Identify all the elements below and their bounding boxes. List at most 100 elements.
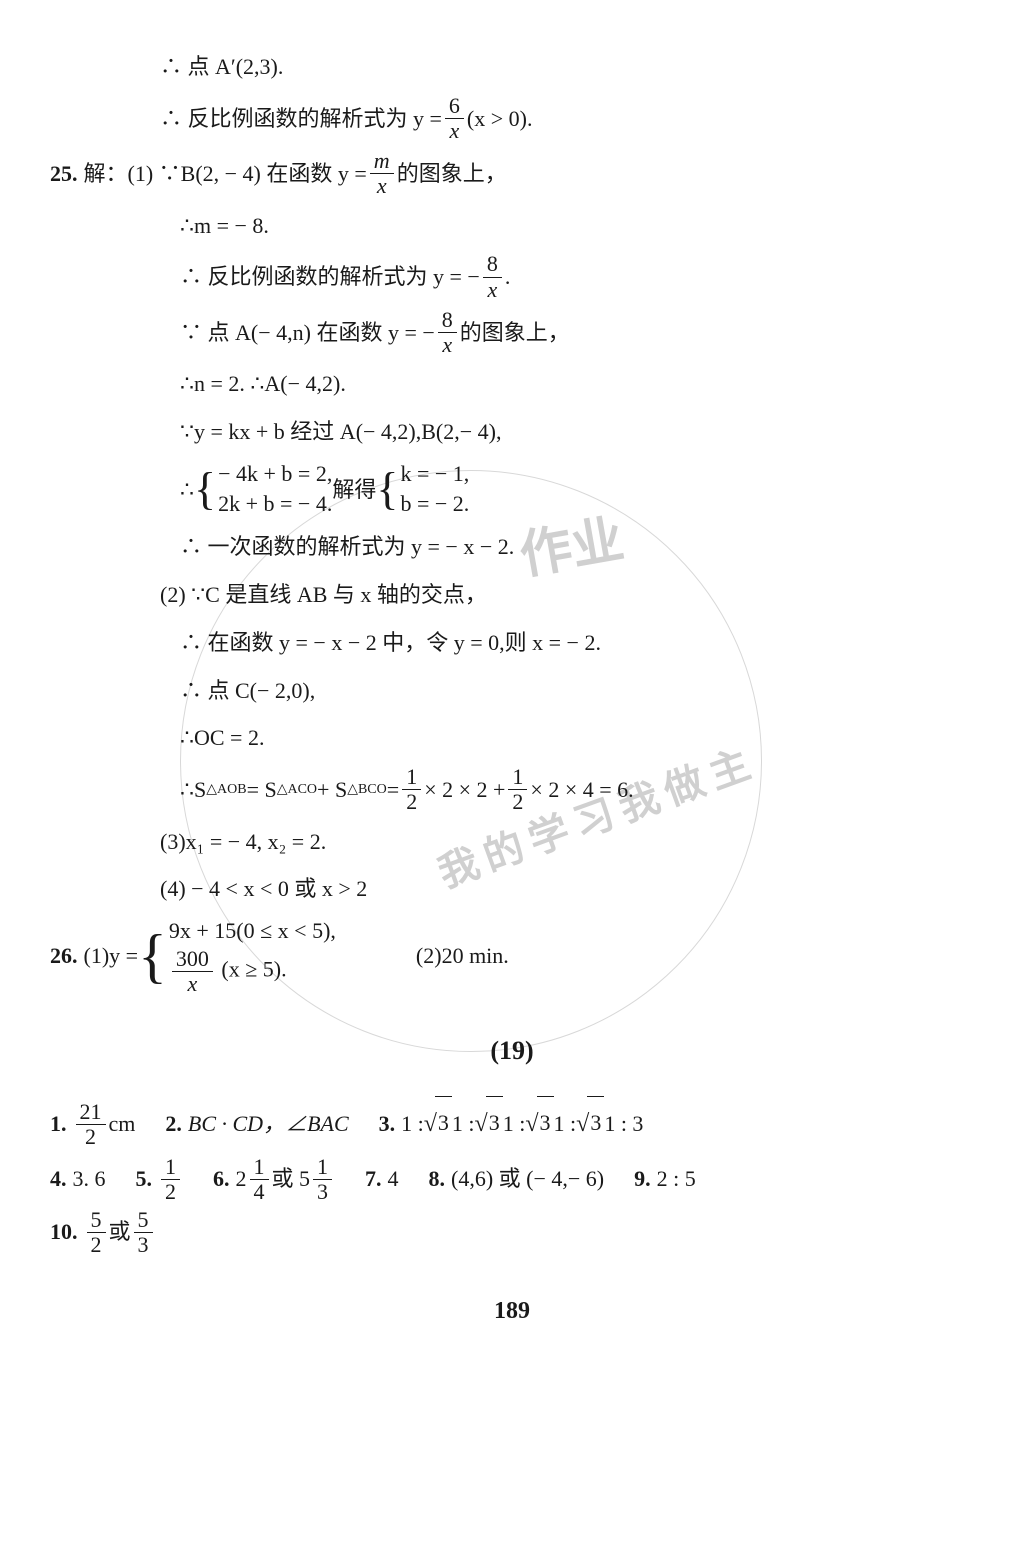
text: 或 — [109, 1206, 131, 1259]
text: = S — [247, 769, 277, 811]
eq-row: k = − 1, — [400, 459, 469, 490]
answer-5: 5. 1 2 — [136, 1153, 184, 1206]
text: 1 : — [554, 1098, 577, 1151]
text: (4) − 4 < x < 0 或 x > 2 — [160, 868, 367, 910]
text: + S — [317, 769, 347, 811]
text: 的图象上， — [460, 312, 570, 354]
left-brace-icon: { — [194, 466, 216, 512]
line-oc: ∴OC = 2. — [50, 717, 974, 759]
line-system: ∴ { − 4k + b = 2, 2k + b = − 4. 解得 { k =… — [50, 459, 974, 521]
text: ∵ 点 A(− 4,n) 在函数 y = − — [180, 312, 435, 354]
text: ∴S — [180, 769, 206, 811]
line-point-a: ∵ 点 A(− 4,n) 在函数 y = − 8 x 的图象上， — [50, 308, 974, 357]
text: × 2 × 4 = 6. — [530, 769, 633, 811]
fraction-half-1: 1 2 — [402, 765, 421, 814]
answers-row-3: 10. 5 2 或 5 3 — [50, 1206, 974, 1259]
text: (x > 0). — [467, 98, 533, 140]
text: ∴ — [180, 469, 194, 511]
line-solve-c: ∴ 在函数 y = − x − 2 中，令 y = 0,则 x = − 2. — [50, 622, 974, 664]
text: 1 : — [401, 1098, 424, 1151]
text: 1 : 3 — [604, 1098, 643, 1151]
line-area: ∴S △AOB = S △ACO + S △BCO = 1 2 × 2 × 2 … — [50, 765, 974, 814]
subscript: △BCO — [347, 777, 387, 804]
eq-row: 2k + b = − 4. — [218, 489, 332, 520]
text: = — [387, 769, 399, 811]
page-content: ∴ 点 A′(2,3). ∴ 反比例函数的解析式为 y = 6 x (x > 0… — [50, 46, 974, 1335]
fraction-1-3: 1 3 — [313, 1155, 332, 1204]
text: 或 5 — [272, 1153, 311, 1206]
piece-row: 300 x (x ≥ 5). — [169, 947, 336, 996]
fraction-6-x: 6 x — [445, 94, 464, 143]
subscript: △ACO — [277, 777, 317, 804]
answer-9: 9. 2 : 5 — [634, 1153, 696, 1206]
line-inverse-fn-6x: ∴ 反比例函数的解析式为 y = 6 x (x > 0). — [50, 94, 974, 143]
text: (4,6) 或 (− 4,− 6) — [451, 1153, 604, 1206]
text: ∴m = − 8. — [180, 205, 269, 247]
sqrt-3: √3 — [525, 1096, 553, 1154]
text: ∵y = kx + b 经过 A(− 4,2),B(2,− 4), — [180, 411, 502, 453]
text: 1 : — [503, 1098, 526, 1151]
text: 2 — [236, 1153, 247, 1206]
text: (2) ∵C 是直线 AB 与 x 轴的交点， — [160, 574, 487, 616]
text: 1 : — [452, 1098, 475, 1151]
answers-block: 1. 21 2 cm 2. BC · CD，∠BAC 3. 1 : √3 1 :… — [50, 1096, 974, 1259]
answer-10: 10. 5 2 或 5 3 — [50, 1206, 156, 1259]
eq-row: − 4k + b = 2, — [218, 459, 332, 490]
text: (1)y = — [84, 935, 139, 977]
text: (3)x₁ = − 4, x₂ = 2. — [160, 821, 326, 863]
fraction-5-3: 5 3 — [134, 1208, 153, 1257]
text: ∴ 一次函数的解析式为 y = − x − 2. — [180, 526, 514, 568]
sqrt-3: √3 — [576, 1096, 604, 1154]
answer-2: 2. BC · CD，∠BAC — [165, 1098, 348, 1151]
text: × 2 × 2 + — [424, 769, 505, 811]
answer-1: 1. 21 2 cm — [50, 1098, 135, 1151]
question-number: 25. — [50, 153, 78, 195]
question-number: 26. — [50, 935, 78, 977]
line-part4: (4) − 4 < x < 0 或 x > 2 — [50, 868, 974, 910]
problem-26: 26. (1)y = { 9x + 15(0 ≤ x < 5), 300 x (… — [50, 916, 974, 996]
fraction-8-x: 8 x — [483, 252, 502, 301]
text: 4 — [388, 1153, 399, 1206]
page-number: 189 — [50, 1289, 974, 1335]
piecewise-function: { 9x + 15(0 ≤ x < 5), 300 x (x ≥ 5). — [138, 916, 336, 996]
fraction-8-x-2: 8 x — [438, 308, 457, 357]
fraction-1-2: 1 2 — [161, 1155, 180, 1204]
answer-6: 6. 2 1 4 或 5 1 3 — [213, 1153, 335, 1206]
eq-row: b = − 2. — [400, 489, 469, 520]
line-n-eq: ∴n = 2. ∴A(− 4,2). — [50, 363, 974, 405]
text: 2 : 5 — [657, 1153, 696, 1206]
text: ∴OC = 2. — [180, 717, 264, 759]
text: 3. 6 — [73, 1153, 106, 1206]
text: ∴ 反比例函数的解析式为 y = — [160, 98, 442, 140]
line-point-c: ∴ 点 C(− 2,0), — [50, 670, 974, 712]
problem-25: 25. 解：(1) ∵B(2, − 4) 在函数 y = m x 的图象上， — [50, 149, 974, 198]
fraction-300-x: 300 x — [172, 947, 213, 996]
line-conclusion-a-prime: ∴ 点 A′(2,3). — [50, 46, 974, 88]
answers-row-2: 4. 3. 6 5. 1 2 6. 2 1 4 或 5 1 — [50, 1153, 974, 1206]
left-brace-icon: { — [138, 926, 167, 986]
text: ∴ 点 C(− 2,0), — [180, 670, 315, 712]
fraction-1-4: 1 4 — [250, 1155, 269, 1204]
text: 解得 — [332, 469, 376, 511]
answers-row-1: 1. 21 2 cm 2. BC · CD，∠BAC 3. 1 : √3 1 :… — [50, 1096, 974, 1154]
text: 解：(1) ∵B(2, − 4) 在函数 y = — [84, 153, 367, 195]
text: (2)20 min. — [416, 935, 509, 977]
answer-7: 7. 4 — [365, 1153, 399, 1206]
text: . — [505, 256, 511, 298]
text: ∴n = 2. ∴A(− 4,2). — [180, 363, 346, 405]
fraction-half-2: 1 2 — [508, 765, 527, 814]
fraction-m-x: m x — [370, 149, 394, 198]
piece-row: 9x + 15(0 ≤ x < 5), — [169, 916, 336, 947]
answer-4: 4. 3. 6 — [50, 1153, 106, 1206]
line-part2: (2) ∵C 是直线 AB 与 x 轴的交点， — [50, 574, 974, 616]
text: cm — [109, 1098, 136, 1151]
equation-system-1: { − 4k + b = 2, 2k + b = − 4. — [194, 459, 332, 521]
text: ∴ 在函数 y = − x − 2 中，令 y = 0,则 x = − 2. — [180, 622, 601, 664]
left-brace-icon: { — [376, 466, 398, 512]
text: ∴ 反比例函数的解析式为 y = − — [180, 256, 480, 298]
text: (x ≥ 5). — [221, 957, 286, 982]
section-header: (19) — [50, 1026, 974, 1075]
equation-system-2: { k = − 1, b = − 2. — [376, 459, 469, 521]
line-inverse-fn-neg8x: ∴ 反比例函数的解析式为 y = − 8 x . — [50, 252, 974, 301]
text: ∴ 点 A′(2,3). — [160, 46, 283, 88]
